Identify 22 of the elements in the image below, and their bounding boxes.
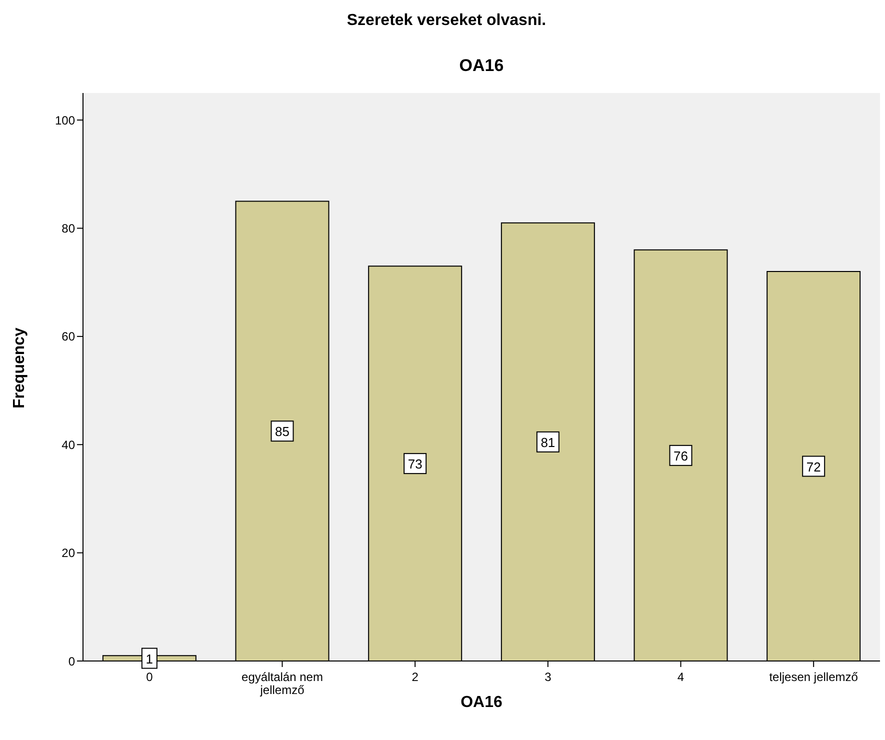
y-tick-label: 0	[68, 654, 76, 668]
data-label: 85	[275, 424, 290, 440]
x-tick-label: 3	[544, 670, 552, 684]
y-tick-label: 40	[62, 438, 76, 452]
y-tick-label: 20	[62, 546, 76, 560]
chart-subtitle: OA16	[458, 56, 505, 76]
data-label: 81	[540, 434, 556, 450]
x-tick-label: 4	[677, 670, 684, 684]
y-tick-label: 100	[54, 113, 76, 128]
chart-title: Szeretek verseket olvasni.	[346, 12, 548, 30]
x-tick-label: 2	[412, 670, 419, 684]
y-tick-label: 60	[62, 330, 76, 344]
x-tick-label: teljesen jellemző	[769, 670, 858, 684]
data-label: 73	[408, 456, 422, 472]
y-tick-label: 80	[62, 222, 76, 236]
data-label: 72	[806, 459, 821, 474]
data-label: 1	[146, 651, 154, 666]
y-axis-title: Frequency	[11, 328, 29, 408]
data-label: 76	[674, 448, 688, 464]
x-tick-label: 0	[146, 670, 154, 684]
x-tick-label: egyáltalán nem jellemző	[242, 670, 323, 697]
x-axis-title: OA16	[460, 694, 502, 711]
